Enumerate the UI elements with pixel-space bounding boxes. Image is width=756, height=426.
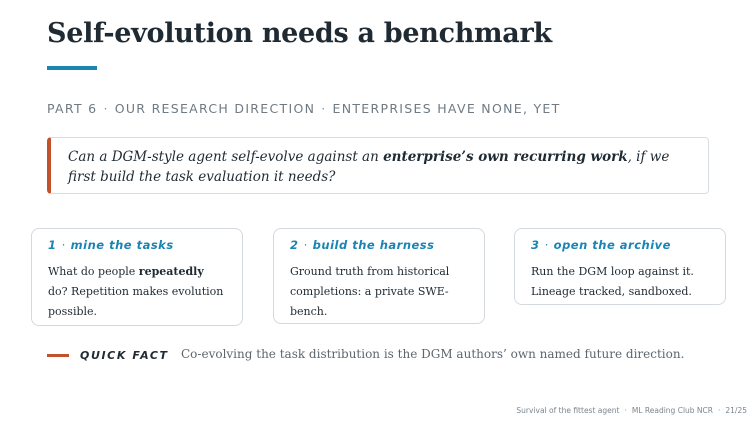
question-emphasis: enterprise’s own recurring work bbox=[383, 149, 628, 165]
footer-separator: · bbox=[717, 406, 721, 415]
card-heading: 2 · build the harness bbox=[290, 238, 468, 252]
quick-fact-text: Co-evolving the task distribution is the… bbox=[181, 347, 685, 361]
question-text-end: , if we first build the task evaluation … bbox=[68, 149, 670, 185]
slide-subtitle: PART 6 · OUR RESEARCH DIRECTION · ENTERPRISE… bbox=[47, 101, 561, 116]
step-card-open-archive: 3 · open the archive Run the DGM loop agai… bbox=[514, 228, 726, 305]
title-underline bbox=[47, 66, 97, 70]
card-dot: · bbox=[544, 238, 549, 252]
slide-footer: Survival of the fittest agent · ML Reading… bbox=[516, 406, 747, 415]
question-text: Can a DGM-style agent self-evolve agains… bbox=[68, 149, 384, 165]
footer-page-number: 21/25 bbox=[725, 406, 747, 415]
subtitle-separator: · bbox=[103, 101, 109, 116]
subtitle-note: ENTERPRISES HAVE NONE, YET bbox=[332, 101, 561, 116]
card-number: 1 bbox=[48, 238, 57, 252]
card-body-text: Ground truth from historical completions… bbox=[290, 265, 450, 318]
card-body-text: What do people bbox=[48, 265, 139, 278]
subtitle-section: OUR RESEARCH DIRECTION bbox=[114, 101, 316, 116]
card-title: open the archive bbox=[553, 238, 671, 252]
card-title: build the harness bbox=[312, 238, 435, 252]
card-heading: 1 · mine the tasks bbox=[48, 238, 226, 252]
footer-separator: · bbox=[624, 406, 627, 415]
step-card-build-harness: 2 · build the harness Ground truth from hi… bbox=[273, 228, 485, 324]
card-title: mine the tasks bbox=[70, 238, 174, 252]
step-card-mine-tasks: 1 · mine the tasks What do people repeated… bbox=[31, 228, 243, 326]
card-body-emphasis: repeatedly bbox=[138, 265, 204, 278]
card-body-text-end: do? Repetition makes evolution possible. bbox=[48, 285, 224, 318]
research-question-callout: Can a DGM-style agent self-evolve agains… bbox=[47, 137, 709, 194]
card-body: Ground truth from historical completions… bbox=[290, 262, 460, 322]
footer-talk-title: Survival of the fittest agent bbox=[516, 406, 620, 415]
slide-title: Self-evolution needs a benchmark bbox=[47, 18, 552, 49]
footer-venue: ML Reading Club NCR bbox=[631, 406, 713, 415]
card-number: 2 bbox=[290, 238, 299, 252]
quick-fact-label: QUICK FACT bbox=[80, 349, 169, 362]
card-body: What do people repeatedly do? Repetition… bbox=[48, 262, 226, 322]
card-number: 3 bbox=[531, 238, 540, 252]
card-body-text: Run the DGM loop against it. Lineage tra… bbox=[531, 265, 694, 298]
card-heading: 3 · open the archive bbox=[531, 238, 709, 252]
card-body: Run the DGM loop against it. Lineage tra… bbox=[531, 262, 709, 302]
subtitle-separator: · bbox=[321, 101, 327, 116]
card-dot: · bbox=[61, 238, 66, 252]
quick-fact-marker bbox=[47, 354, 69, 357]
subtitle-part: PART 6 bbox=[47, 101, 98, 116]
card-dot: · bbox=[303, 238, 308, 252]
